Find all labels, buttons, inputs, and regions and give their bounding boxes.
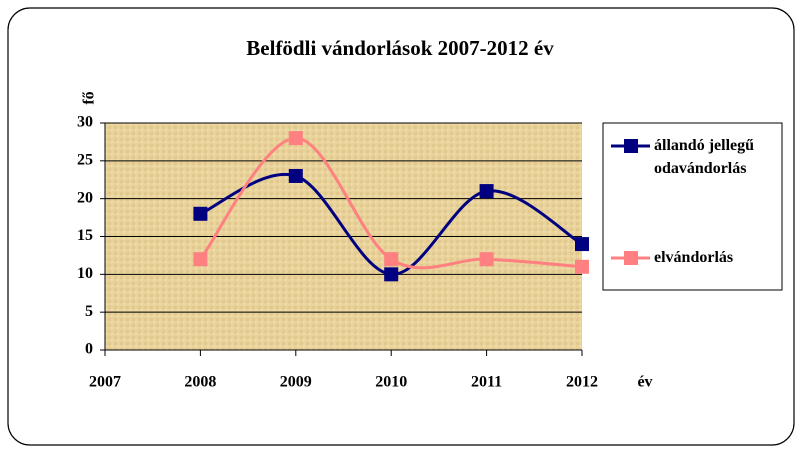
legend-label: állandó jellegű odavándorlás	[654, 137, 755, 177]
legend-marker	[624, 251, 638, 265]
marker	[575, 259, 589, 274]
y-tick-label: 25	[77, 152, 93, 169]
series-line	[199, 136, 583, 270]
y-tick-label: 20	[77, 189, 93, 206]
x-tick-label: 2011	[471, 374, 502, 391]
marker	[479, 252, 494, 267]
x-tick-label: 2010	[375, 374, 407, 391]
marker	[288, 131, 303, 146]
y-tick-label: 0	[85, 341, 93, 358]
y-tick-label: 10	[77, 265, 93, 282]
legend-marker	[624, 139, 638, 153]
y-tick-label: 30	[77, 114, 93, 131]
marker	[575, 237, 589, 252]
marker	[384, 267, 399, 282]
x-tick-label: 2012	[566, 374, 598, 391]
x-tick-label: 2008	[184, 374, 216, 391]
marker	[288, 168, 303, 183]
marker	[384, 252, 399, 267]
y-axis-label: fő	[81, 91, 98, 104]
y-tick-label: 5	[85, 303, 93, 320]
chart-title: Belfödli vándorlások 2007-2012 év	[246, 36, 554, 60]
x-tick-label: 2007	[89, 374, 121, 391]
x-axis-label: év	[637, 374, 652, 391]
y-tick-label: 15	[77, 227, 93, 244]
marker	[193, 206, 208, 221]
legend-label: elvándorlás	[654, 249, 734, 266]
x-tick-label: 2009	[280, 374, 312, 391]
marker	[479, 184, 494, 199]
marker	[193, 252, 208, 267]
